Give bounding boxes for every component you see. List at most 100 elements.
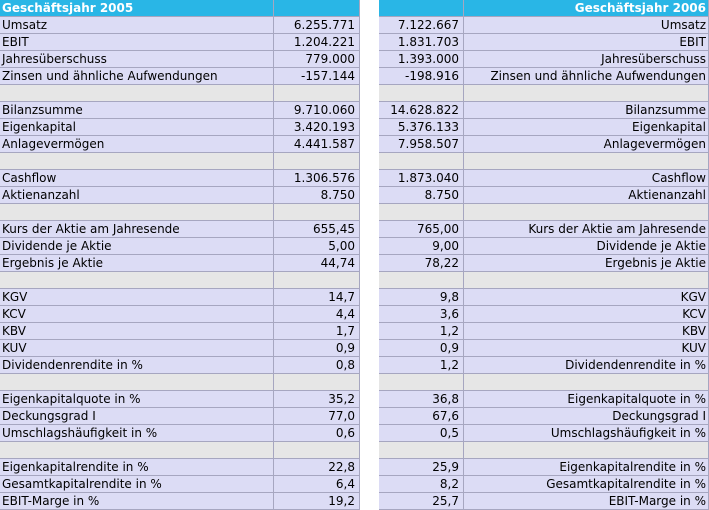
row-value-2006[interactable]: 9,00 [379,238,464,255]
row-label-2005[interactable]: Zinsen und ähnliche Aufwendungen [0,68,274,85]
row-label-2005[interactable]: Dividendenrendite in % [0,357,274,374]
spacer-cell[interactable] [464,204,709,221]
row-label-2006[interactable]: Deckungsgrad I [464,408,709,425]
row-label-2005[interactable]: Eigenkapitalquote in % [0,391,274,408]
row-value-2005[interactable]: 3.420.193 [274,119,360,136]
row-value-2006[interactable]: 765,00 [379,221,464,238]
row-value-2006[interactable]: 67,6 [379,408,464,425]
row-label-2006[interactable]: Dividende je Aktie [464,238,709,255]
row-label-2006[interactable]: Ergebnis je Aktie [464,255,709,272]
spacer-cell[interactable] [274,85,360,102]
spacer-cell[interactable] [464,153,709,170]
row-value-2006[interactable]: -198.916 [379,68,464,85]
header-2006[interactable]: Geschäftsjahr 2006 [464,0,709,17]
row-label-2006[interactable]: Umschlagshäufigkeit in % [464,425,709,442]
spacer-cell[interactable] [464,85,709,102]
row-value-2005[interactable]: 6,4 [274,476,360,493]
row-label-2005[interactable]: Gesamtkapitalrendite in % [0,476,274,493]
row-value-2006[interactable]: 5.376.133 [379,119,464,136]
spacer-cell[interactable] [274,204,360,221]
row-label-2005[interactable]: Bilanzsumme [0,102,274,119]
row-label-2005[interactable]: Anlagevermögen [0,136,274,153]
spacer-cell[interactable] [274,153,360,170]
row-label-2006[interactable]: Anlagevermögen [464,136,709,153]
row-value-2005[interactable]: -157.144 [274,68,360,85]
spacer-cell[interactable] [464,442,709,459]
row-value-2006[interactable]: 7.122.667 [379,17,464,34]
spacer-cell[interactable] [0,85,274,102]
row-value-2006[interactable]: 8,2 [379,476,464,493]
row-label-2005[interactable]: Cashflow [0,170,274,187]
row-label-2005[interactable]: KCV [0,306,274,323]
row-label-2006[interactable]: Zinsen und ähnliche Aufwendungen [464,68,709,85]
row-label-2006[interactable]: Eigenkapitalquote in % [464,391,709,408]
row-label-2006[interactable]: Gesamtkapitalrendite in % [464,476,709,493]
row-label-2006[interactable]: KBV [464,323,709,340]
row-label-2006[interactable]: Eigenkapitalrendite in % [464,459,709,476]
spacer-cell[interactable] [0,442,274,459]
row-value-2005[interactable]: 77,0 [274,408,360,425]
row-label-2006[interactable]: Dividendenrendite in % [464,357,709,374]
spacer-cell[interactable] [274,374,360,391]
row-value-2006[interactable]: 25,7 [379,493,464,510]
header-2005[interactable]: Geschäftsjahr 2005 [0,0,274,17]
row-value-2006[interactable]: 7.958.507 [379,136,464,153]
row-value-2005[interactable]: 4.441.587 [274,136,360,153]
row-value-2005[interactable]: 44,74 [274,255,360,272]
spacer-cell[interactable] [379,153,464,170]
row-label-2005[interactable]: EBIT [0,34,274,51]
spacer-cell[interactable] [464,374,709,391]
row-label-2005[interactable]: Dividende je Aktie [0,238,274,255]
row-value-2006[interactable]: 0,5 [379,425,464,442]
spacer-cell[interactable] [0,374,274,391]
row-value-2005[interactable]: 655,45 [274,221,360,238]
row-label-2006[interactable]: Eigenkapital [464,119,709,136]
row-label-2006[interactable]: Kurs der Aktie am Jahresende [464,221,709,238]
row-label-2005[interactable]: KUV [0,340,274,357]
spacer-cell[interactable] [379,272,464,289]
row-value-2005[interactable]: 0,9 [274,340,360,357]
row-label-2006[interactable]: Cashflow [464,170,709,187]
row-value-2005[interactable]: 779.000 [274,51,360,68]
row-label-2006[interactable]: Umsatz [464,17,709,34]
row-value-2005[interactable]: 9.710.060 [274,102,360,119]
row-label-2006[interactable]: KCV [464,306,709,323]
spacer-cell[interactable] [379,85,464,102]
row-label-2005[interactable]: Eigenkapitalrendite in % [0,459,274,476]
row-label-2006[interactable]: KGV [464,289,709,306]
row-value-2005[interactable]: 4,4 [274,306,360,323]
spacer-cell[interactable] [379,442,464,459]
row-value-2006[interactable]: 9,8 [379,289,464,306]
row-label-2005[interactable]: EBIT-Marge in % [0,493,274,510]
row-label-2005[interactable]: KGV [0,289,274,306]
row-value-2005[interactable]: 1.306.576 [274,170,360,187]
row-value-2005[interactable]: 8.750 [274,187,360,204]
spacer-cell[interactable] [274,442,360,459]
row-value-2006[interactable]: 1.831.703 [379,34,464,51]
row-label-2005[interactable]: Jahresüberschuss [0,51,274,68]
row-value-2005[interactable]: 19,2 [274,493,360,510]
spacer-cell[interactable] [0,272,274,289]
row-value-2005[interactable]: 35,2 [274,391,360,408]
row-value-2005[interactable]: 22,8 [274,459,360,476]
spacer-cell[interactable] [0,153,274,170]
row-value-2006[interactable]: 1.873.040 [379,170,464,187]
row-value-2006[interactable]: 1,2 [379,323,464,340]
row-value-2006[interactable]: 1.393.000 [379,51,464,68]
spacer-cell[interactable] [274,272,360,289]
row-value-2005[interactable]: 0,8 [274,357,360,374]
spacer-cell[interactable] [379,204,464,221]
row-value-2005[interactable]: 0,6 [274,425,360,442]
row-value-2006[interactable]: 78,22 [379,255,464,272]
header-2006-blank[interactable] [379,0,464,17]
row-label-2005[interactable]: Aktienanzahl [0,187,274,204]
spacer-cell[interactable] [379,374,464,391]
row-value-2006[interactable]: 8.750 [379,187,464,204]
row-value-2005[interactable]: 1.204.221 [274,34,360,51]
row-label-2005[interactable]: Umschlagshäufigkeit in % [0,425,274,442]
header-2005-blank[interactable] [274,0,360,17]
row-label-2006[interactable]: Bilanzsumme [464,102,709,119]
row-value-2006[interactable]: 0,9 [379,340,464,357]
row-label-2006[interactable]: Jahresüberschuss [464,51,709,68]
row-value-2006[interactable]: 1,2 [379,357,464,374]
